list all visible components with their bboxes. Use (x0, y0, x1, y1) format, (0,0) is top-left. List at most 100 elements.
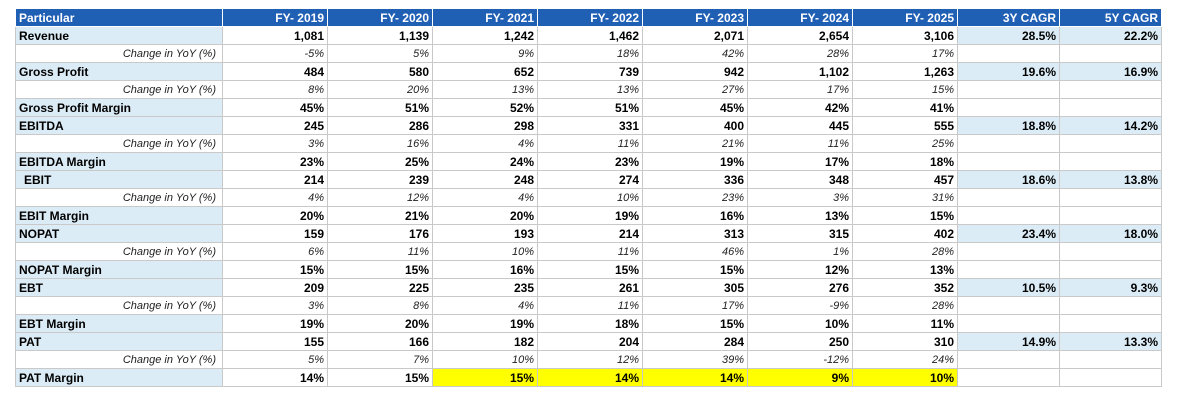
value-cell[interactable]: 21% (642, 134, 748, 153)
value-cell[interactable]: 13% (432, 80, 538, 99)
value-cell[interactable]: 11% (537, 242, 643, 261)
cagr-3y-cell[interactable] (957, 314, 1060, 333)
value-cell[interactable]: 284 (642, 332, 748, 351)
value-cell[interactable]: 10% (747, 314, 853, 333)
value-cell[interactable]: 25% (852, 134, 958, 153)
cagr-3y-cell[interactable]: 14.9% (957, 332, 1060, 351)
value-cell[interactable]: 15% (642, 260, 748, 279)
value-cell[interactable]: 248 (432, 170, 538, 189)
value-cell[interactable]: 17% (747, 152, 853, 171)
value-cell[interactable]: 19% (432, 314, 538, 333)
value-cell[interactable]: 352 (852, 278, 958, 297)
header-cell[interactable]: 5Y CAGR (1059, 8, 1162, 27)
value-cell[interactable]: 24% (432, 152, 538, 171)
row-label[interactable]: Change in YoY (%) (15, 296, 223, 315)
cagr-3y-cell[interactable] (957, 206, 1060, 225)
value-cell[interactable]: 12% (327, 188, 433, 207)
cagr-5y-cell[interactable] (1059, 206, 1162, 225)
value-cell[interactable]: 15% (327, 260, 433, 279)
row-label[interactable]: NOPAT (15, 224, 223, 243)
row-label[interactable]: EBT Margin (15, 314, 223, 333)
value-cell[interactable]: 298 (432, 116, 538, 135)
value-cell[interactable]: 24% (852, 350, 958, 369)
value-cell[interactable]: 15% (222, 260, 328, 279)
value-cell[interactable]: 51% (327, 98, 433, 117)
cagr-3y-cell[interactable]: 18.6% (957, 170, 1060, 189)
header-cell[interactable]: FY- 2021 (432, 8, 538, 27)
value-cell[interactable]: 2,654 (747, 26, 853, 45)
value-cell[interactable]: 20% (327, 80, 433, 99)
cagr-5y-cell[interactable]: 22.2% (1059, 26, 1162, 45)
cagr-5y-cell[interactable]: 18.0% (1059, 224, 1162, 243)
value-cell[interactable]: 274 (537, 170, 643, 189)
value-cell[interactable]: 12% (747, 260, 853, 279)
value-cell[interactable]: 250 (747, 332, 853, 351)
value-cell[interactable]: 17% (642, 296, 748, 315)
cagr-5y-cell[interactable]: 13.3% (1059, 332, 1162, 351)
value-cell[interactable]: 3% (747, 188, 853, 207)
value-cell[interactable]: 155 (222, 332, 328, 351)
value-cell[interactable]: 313 (642, 224, 748, 243)
value-cell[interactable]: 13% (537, 80, 643, 99)
value-cell[interactable]: 305 (642, 278, 748, 297)
value-cell[interactable]: 17% (852, 44, 958, 63)
value-cell[interactable]: 286 (327, 116, 433, 135)
value-cell[interactable]: 20% (327, 314, 433, 333)
cagr-3y-cell[interactable] (957, 44, 1060, 63)
cagr-3y-cell[interactable] (957, 260, 1060, 279)
value-cell[interactable]: 1,139 (327, 26, 433, 45)
value-cell[interactable]: 402 (852, 224, 958, 243)
value-cell[interactable]: 276 (747, 278, 853, 297)
value-cell[interactable]: 4% (432, 134, 538, 153)
cagr-5y-cell[interactable] (1059, 44, 1162, 63)
cagr-3y-cell[interactable]: 28.5% (957, 26, 1060, 45)
value-cell[interactable]: 15% (432, 368, 538, 387)
value-cell[interactable]: 8% (327, 296, 433, 315)
value-cell[interactable]: 457 (852, 170, 958, 189)
row-label[interactable]: NOPAT Margin (15, 260, 223, 279)
row-label[interactable]: Change in YoY (%) (15, 188, 223, 207)
row-label[interactable]: EBITDA Margin (15, 152, 223, 171)
value-cell[interactable]: 3% (222, 134, 328, 153)
cagr-3y-cell[interactable] (957, 80, 1060, 99)
value-cell[interactable]: 10% (432, 350, 538, 369)
row-label[interactable]: Change in YoY (%) (15, 80, 223, 99)
cagr-3y-cell[interactable] (957, 98, 1060, 117)
value-cell[interactable]: 214 (537, 224, 643, 243)
value-cell[interactable]: 13% (852, 260, 958, 279)
value-cell[interactable]: 16% (432, 260, 538, 279)
value-cell[interactable]: 13% (747, 206, 853, 225)
value-cell[interactable]: 4% (432, 188, 538, 207)
value-cell[interactable]: 19% (537, 206, 643, 225)
value-cell[interactable]: 11% (537, 134, 643, 153)
value-cell[interactable]: 11% (852, 314, 958, 333)
row-label[interactable]: EBIT Margin (15, 206, 223, 225)
cagr-3y-cell[interactable]: 19.6% (957, 62, 1060, 81)
value-cell[interactable]: 193 (432, 224, 538, 243)
row-label[interactable]: EBITDA (15, 116, 223, 135)
row-label[interactable]: Gross Profit Margin (15, 98, 223, 117)
row-label[interactable]: Gross Profit (15, 62, 223, 81)
value-cell[interactable]: 1,102 (747, 62, 853, 81)
value-cell[interactable]: 19% (642, 152, 748, 171)
cagr-5y-cell[interactable] (1059, 80, 1162, 99)
value-cell[interactable]: 10% (537, 188, 643, 207)
value-cell[interactable]: 166 (327, 332, 433, 351)
value-cell[interactable]: 239 (327, 170, 433, 189)
value-cell[interactable]: 204 (537, 332, 643, 351)
cagr-5y-cell[interactable] (1059, 152, 1162, 171)
value-cell[interactable]: 15% (327, 368, 433, 387)
value-cell[interactable]: 17% (747, 80, 853, 99)
value-cell[interactable]: 45% (642, 98, 748, 117)
header-cell[interactable]: FY- 2023 (642, 8, 748, 27)
value-cell[interactable]: 214 (222, 170, 328, 189)
value-cell[interactable]: 182 (432, 332, 538, 351)
row-label[interactable]: Revenue (15, 26, 223, 45)
value-cell[interactable]: 555 (852, 116, 958, 135)
row-label[interactable]: Change in YoY (%) (15, 242, 223, 261)
value-cell[interactable]: 21% (327, 206, 433, 225)
value-cell[interactable]: 23% (642, 188, 748, 207)
cagr-5y-cell[interactable]: 16.9% (1059, 62, 1162, 81)
value-cell[interactable]: 445 (747, 116, 853, 135)
value-cell[interactable]: 5% (327, 44, 433, 63)
